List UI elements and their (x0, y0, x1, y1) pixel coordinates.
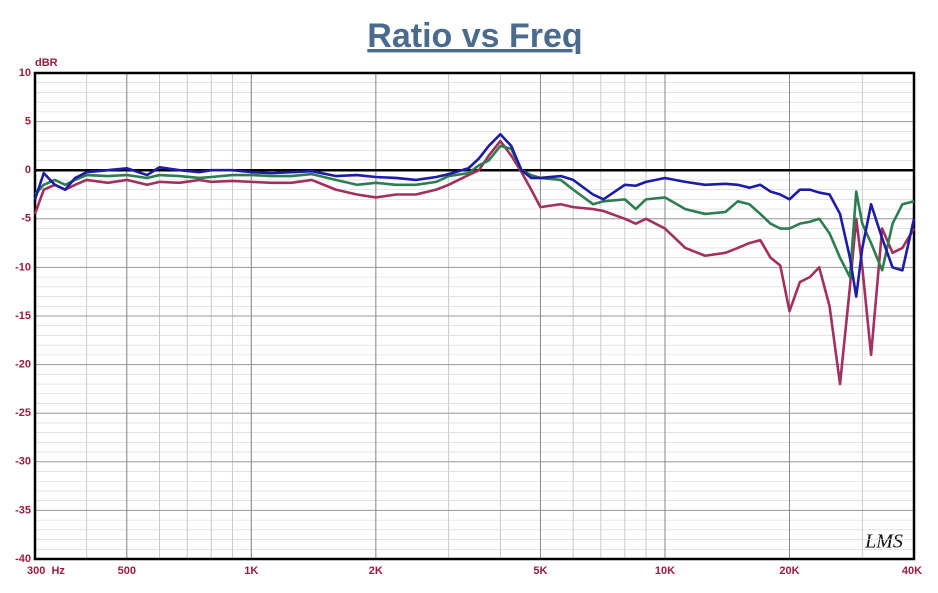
x-tick-label: 300 Hz (27, 565, 65, 577)
y-tick-label: 0 (25, 164, 31, 176)
annotation: LMS (864, 531, 903, 553)
y-tick-label: -5 (21, 213, 31, 225)
y-tick-label: -10 (15, 261, 31, 273)
y-tick-label: -40 (15, 553, 31, 565)
plot-frame (33, 71, 916, 561)
y-axis-label: dBR (35, 57, 58, 69)
chart-title: Ratio vs Freq (367, 17, 582, 55)
x-tick-label: 2K (369, 565, 383, 577)
y-tick-label: -15 (15, 310, 31, 322)
y-tick-label: 5 (25, 116, 31, 128)
series-line (33, 132, 916, 298)
x-tick-label: 5K (533, 565, 547, 577)
y-tick-label: -35 (15, 504, 31, 516)
x-tick-label: 40K (902, 565, 922, 577)
x-tick-label: 20K (779, 565, 799, 577)
x-tick-label: 1K (244, 565, 258, 577)
y-tick-label: -25 (15, 407, 31, 419)
series-line (33, 139, 916, 386)
y-tick-label: 10 (19, 67, 31, 79)
y-tick-label: -20 (15, 359, 31, 371)
y-tick-label: -30 (15, 456, 31, 468)
x-tick-label: 500 (118, 565, 136, 577)
x-tick-label: 10K (655, 565, 675, 577)
series-line (34, 144, 915, 279)
